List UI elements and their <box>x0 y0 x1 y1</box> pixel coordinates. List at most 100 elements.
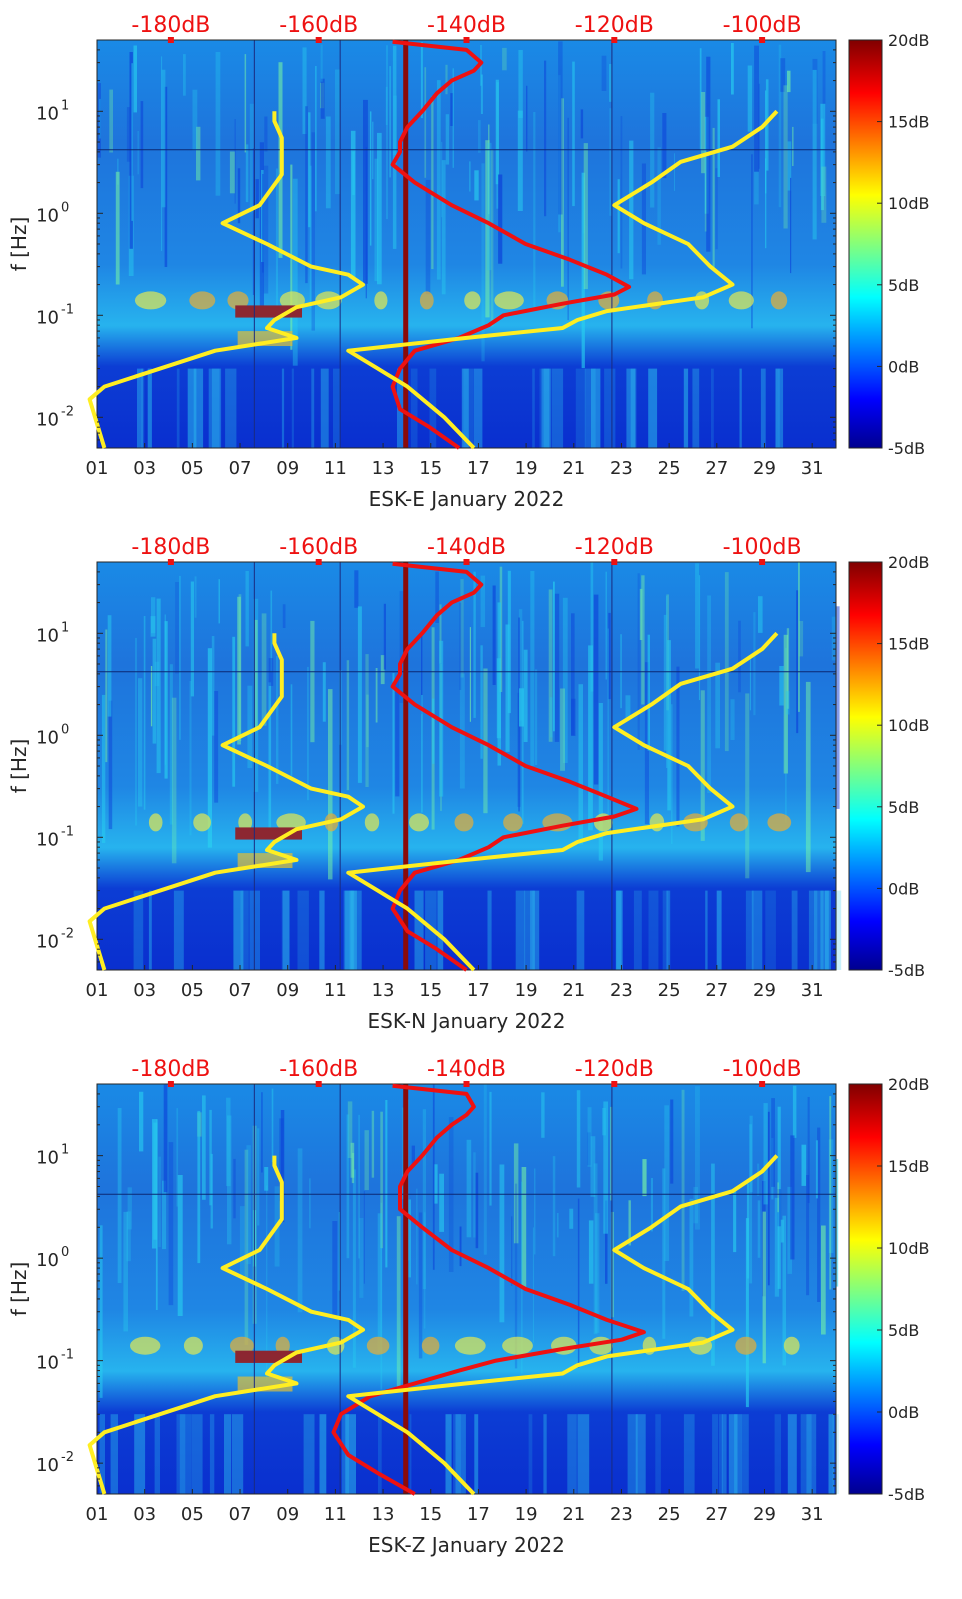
texture-column <box>712 1414 719 1494</box>
texture-streak <box>435 571 439 623</box>
texture-column <box>137 368 144 448</box>
texture-streak <box>156 598 161 774</box>
texture-streak <box>234 119 236 204</box>
top-axis-label: -100dB <box>723 13 802 38</box>
texture-streak <box>521 1167 527 1288</box>
texture-column <box>616 890 622 970</box>
texture-column <box>281 368 285 448</box>
texture-streak <box>364 1130 369 1191</box>
x-tick-label: 31 <box>801 458 824 479</box>
texture-streak <box>610 1106 613 1201</box>
y-tick-label: 10 <box>36 1455 59 1476</box>
x-tick-label: 21 <box>562 980 585 1001</box>
band-hotspot <box>770 291 788 310</box>
x-tick-label: 17 <box>467 1504 490 1525</box>
texture-streak <box>421 632 423 715</box>
band-hotspot <box>374 291 388 310</box>
colorbar-tick-label: 20dB <box>888 553 930 572</box>
texture-streak <box>798 562 800 712</box>
x-tick-label: 19 <box>515 458 538 479</box>
band-hotspot <box>649 813 665 832</box>
band-hotspot <box>494 291 524 310</box>
texture-streak <box>532 1227 534 1343</box>
band-hotspot <box>454 813 474 832</box>
texture-column <box>828 1414 835 1494</box>
texture-streak <box>787 141 792 191</box>
texture-streak <box>499 1164 505 1323</box>
texture-streak <box>385 1100 388 1268</box>
top-axis-marker <box>759 37 766 43</box>
texture-column <box>176 368 180 448</box>
texture-streak <box>263 165 269 294</box>
texture-column <box>705 890 708 970</box>
x-tick-label: 07 <box>229 980 252 1001</box>
texture-streak <box>432 698 435 764</box>
texture-streak <box>581 172 585 369</box>
texture-streak <box>609 108 612 216</box>
texture-streak <box>473 1152 476 1238</box>
texture-streak <box>320 78 325 119</box>
texture-streak <box>238 594 242 741</box>
texture-streak <box>707 595 711 794</box>
texture-column <box>662 890 669 970</box>
noise-model-low <box>87 1155 365 1495</box>
texture-column <box>692 368 700 448</box>
texture-streak <box>249 103 255 213</box>
texture-column <box>414 890 424 970</box>
texture-streak <box>717 99 720 177</box>
texture-column <box>224 1414 231 1494</box>
x-tick-label: 29 <box>753 980 776 1001</box>
texture-streak <box>821 1225 826 1335</box>
y-tick-label: 10 <box>36 625 59 646</box>
texture-streak <box>644 662 649 825</box>
texture-streak <box>359 1218 364 1298</box>
texture-streak <box>264 1167 269 1191</box>
texture-streak <box>511 1216 513 1286</box>
texture-streak <box>332 1221 338 1319</box>
x-tick-label: 03 <box>133 980 156 1001</box>
texture-column <box>528 1414 533 1494</box>
texture-column <box>461 368 469 448</box>
texture-column <box>437 890 444 970</box>
texture-column <box>141 368 145 448</box>
texture-streak <box>483 668 488 814</box>
texture-streak <box>164 614 166 765</box>
texture-streak <box>695 563 699 669</box>
x-tick-label: 27 <box>705 980 728 1001</box>
texture-streak <box>139 1091 144 1152</box>
texture-streak <box>558 75 561 233</box>
band-hotspot <box>134 291 167 310</box>
texture-streak <box>169 664 173 825</box>
texture-streak <box>790 177 792 274</box>
texture-streak <box>533 112 536 311</box>
texture-streak <box>777 1182 779 1213</box>
texture-streak <box>440 663 442 811</box>
texture-streak <box>535 669 538 765</box>
texture-streak <box>202 1095 206 1200</box>
texture-column <box>721 1414 727 1494</box>
texture-streak <box>777 1106 781 1289</box>
top-axis-marker <box>611 559 618 565</box>
colorbar-tick-label: 15dB <box>888 635 930 654</box>
x-axis-title: ESK-E January 2022 <box>369 487 565 511</box>
x-tick-label: 31 <box>801 1504 824 1525</box>
spectrogram-texture <box>97 41 836 448</box>
x-tick-label: 09 <box>276 980 299 1001</box>
texture-streak <box>161 56 163 252</box>
texture-streak <box>577 1198 580 1368</box>
texture-streak <box>115 171 120 285</box>
texture-streak <box>152 638 157 744</box>
texture-column <box>633 890 642 970</box>
texture-streak <box>271 1088 274 1163</box>
x-tick-label: 23 <box>610 1504 633 1525</box>
top-axis-marker <box>463 37 470 43</box>
spectrogram-background <box>97 40 836 448</box>
texture-streak <box>297 1148 303 1313</box>
texture-column <box>683 1414 695 1494</box>
x-tick-label: 09 <box>276 458 299 479</box>
texture-streak <box>777 1189 782 1227</box>
band-hotspot <box>227 291 249 310</box>
y-tick-exponent: 0 <box>61 1245 69 1260</box>
band-hotspot <box>767 813 792 832</box>
band-hotspot <box>148 813 163 832</box>
